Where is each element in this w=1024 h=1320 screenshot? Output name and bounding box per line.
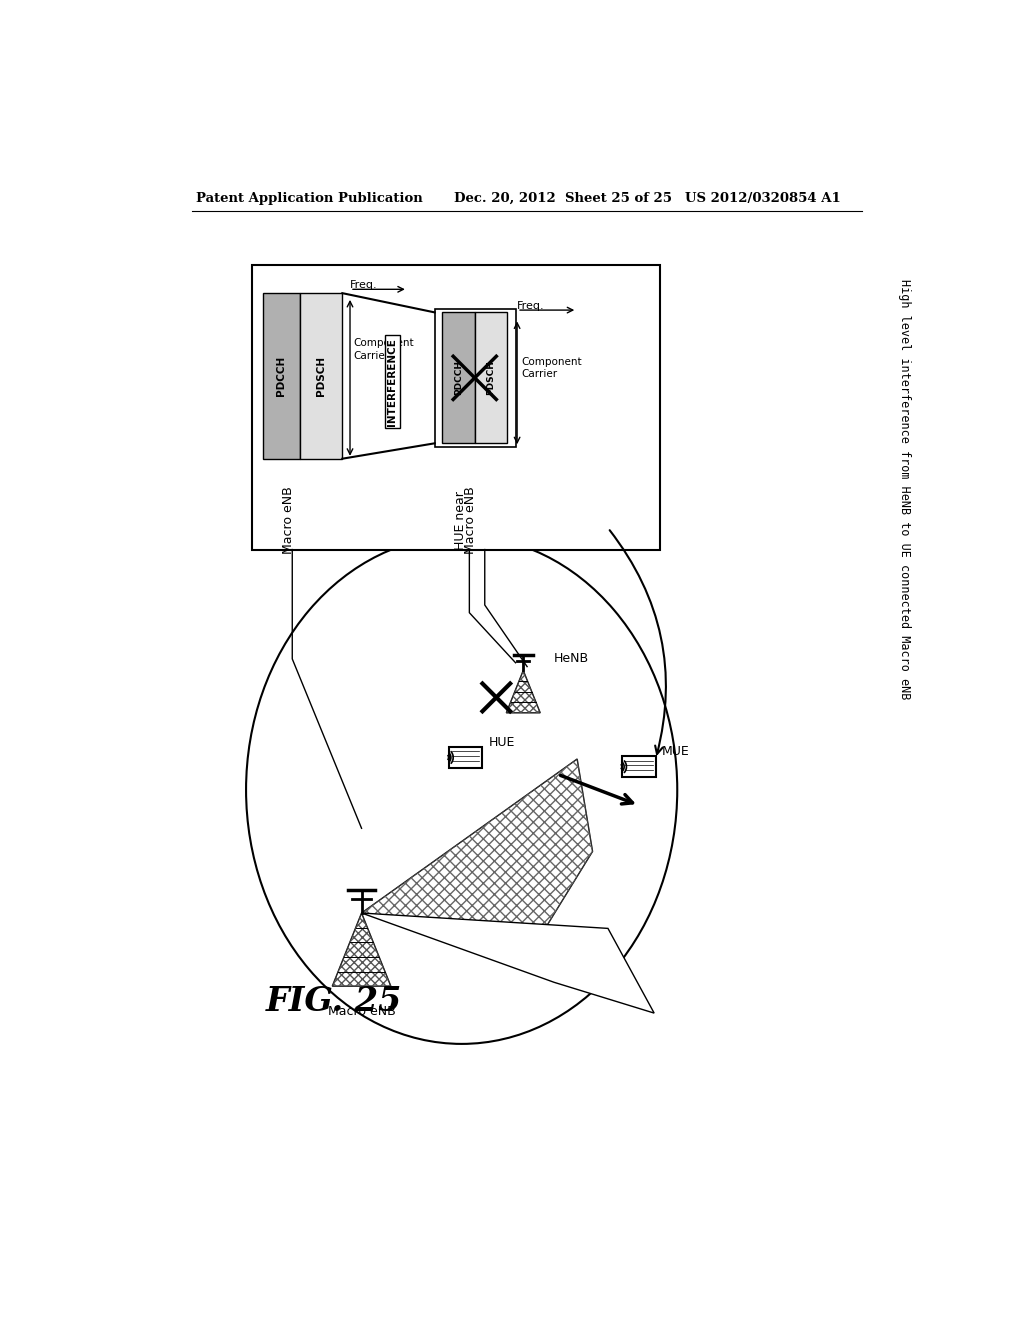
- Text: FIG. 25: FIG. 25: [265, 985, 401, 1018]
- Text: High level interference from HeNB to UE connected Macro eNB: High level interference from HeNB to UE …: [898, 280, 911, 700]
- Polygon shape: [333, 913, 391, 986]
- Text: Carrier: Carrier: [521, 370, 557, 379]
- Text: Dec. 20, 2012  Sheet 25 of 25: Dec. 20, 2012 Sheet 25 of 25: [454, 191, 672, 205]
- Text: HUE: HUE: [488, 735, 515, 748]
- Text: Carrier: Carrier: [354, 351, 390, 360]
- Text: Macro eNB: Macro eNB: [465, 487, 477, 554]
- Polygon shape: [361, 913, 654, 1014]
- Text: INTERFERENCE: INTERFERENCE: [387, 338, 397, 425]
- Bar: [442, 313, 475, 444]
- Bar: [475, 313, 507, 444]
- Text: Macro eNB: Macro eNB: [328, 1006, 395, 1019]
- Bar: [622, 756, 655, 777]
- Bar: [263, 293, 300, 459]
- Text: MUE: MUE: [662, 744, 689, 758]
- Text: PDCCH: PDCCH: [454, 360, 463, 396]
- Bar: [252, 264, 660, 549]
- Polygon shape: [361, 759, 593, 952]
- Bar: [300, 293, 342, 459]
- Polygon shape: [506, 671, 541, 713]
- Text: PDSCH: PDSCH: [486, 360, 496, 395]
- Text: Patent Application Publication: Patent Application Publication: [196, 191, 423, 205]
- Text: Component: Component: [521, 358, 582, 367]
- Text: Macro eNB: Macro eNB: [282, 487, 295, 554]
- Text: PDCCH: PDCCH: [276, 356, 287, 396]
- Text: Freq.: Freq.: [350, 280, 378, 290]
- Text: PDSCH: PDSCH: [316, 356, 326, 396]
- Text: HUE near: HUE near: [454, 491, 467, 549]
- Text: US 2012/0320854 A1: US 2012/0320854 A1: [685, 191, 841, 205]
- FancyArrowPatch shape: [609, 531, 666, 754]
- Text: Component: Component: [354, 338, 415, 348]
- Bar: [449, 747, 482, 768]
- Text: HeNB: HeNB: [554, 652, 589, 665]
- Bar: [435, 309, 515, 447]
- Text: Freq.: Freq.: [517, 301, 545, 312]
